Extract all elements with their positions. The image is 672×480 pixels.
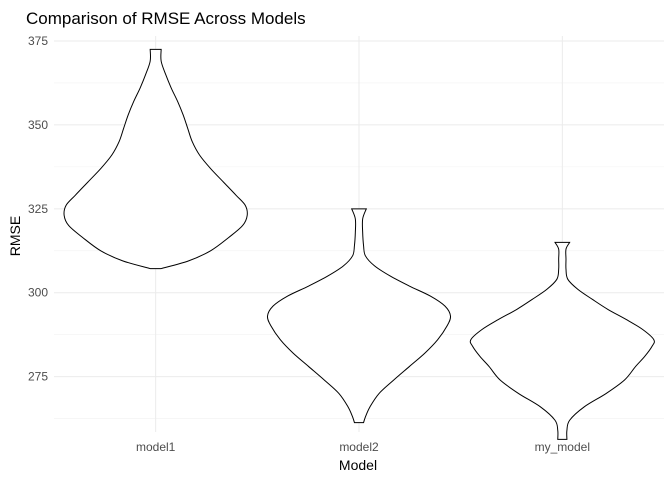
y-tick-label: 275: [28, 370, 48, 384]
x-axis-ticks: model1 model2 my_model: [136, 440, 590, 454]
y-axis-title: RMSE: [7, 216, 23, 256]
x-tick-label: model1: [136, 440, 176, 454]
x-tick-label: my_model: [535, 440, 590, 454]
violin-layer: [63, 48, 655, 440]
y-tick-label: 350: [28, 118, 48, 132]
y-tick-label: 375: [28, 34, 48, 48]
x-tick-label: model2: [339, 440, 379, 454]
violin-model1: [63, 48, 248, 270]
x-axis-title: Model: [339, 457, 377, 473]
y-tick-label: 325: [28, 202, 48, 216]
y-tick-label: 300: [28, 286, 48, 300]
chart-title: Comparison of RMSE Across Models: [26, 9, 306, 28]
y-axis-ticks: 275 300 325 350 375: [28, 34, 48, 384]
violin-model2: [266, 208, 452, 424]
violin-my_model: [469, 241, 655, 440]
